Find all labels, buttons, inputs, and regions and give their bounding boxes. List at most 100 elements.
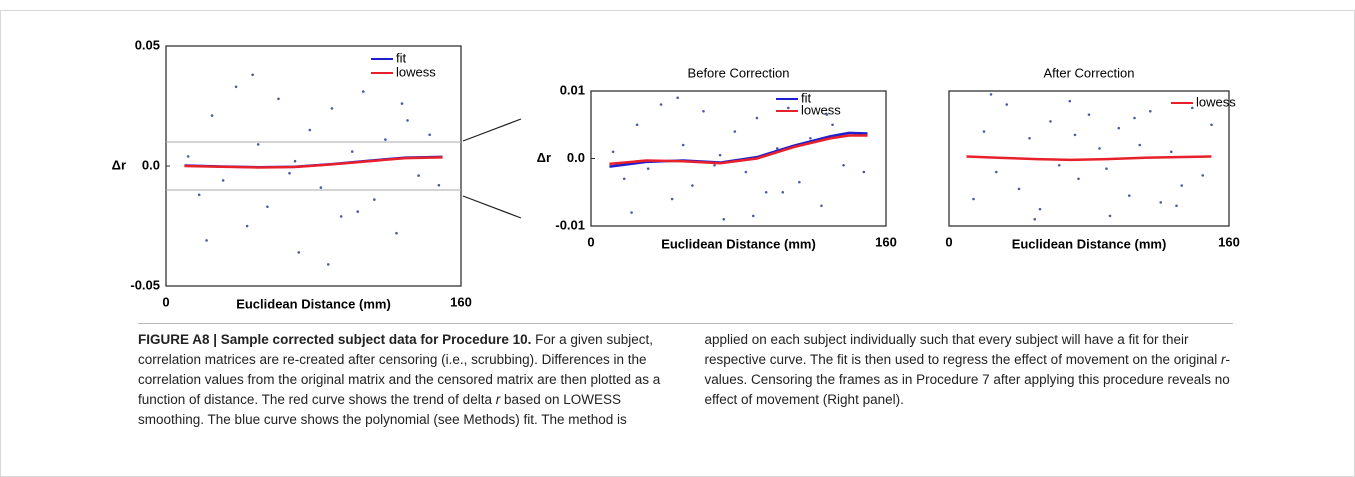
scatter-point bbox=[1005, 103, 1009, 106]
scatter-point bbox=[733, 130, 737, 133]
panel-title: After Correction bbox=[1043, 65, 1134, 80]
y-tick-label: -0.05 bbox=[130, 277, 160, 292]
scatter-point bbox=[1201, 174, 1205, 177]
scatter-point bbox=[428, 133, 431, 137]
scatter-point bbox=[221, 179, 225, 182]
x-axis-label: Euclidean Distance (mm) bbox=[1012, 236, 1167, 251]
scatter-point bbox=[210, 114, 214, 117]
scatter-point bbox=[751, 214, 755, 218]
caption-text: based on LOWESS smoothing. The blue curv… bbox=[138, 332, 1222, 427]
scatter-point bbox=[1057, 163, 1061, 167]
legend-label: lowess bbox=[396, 64, 436, 79]
caption-text: For a given subject, correlation matrice… bbox=[138, 332, 661, 407]
scatter-point bbox=[659, 103, 663, 106]
scatter-point bbox=[825, 113, 829, 116]
scatter-point bbox=[744, 170, 748, 174]
scatter-point bbox=[775, 147, 779, 150]
x-tick-label: 0 bbox=[945, 234, 952, 249]
scatter-point bbox=[611, 150, 615, 154]
scatter-point bbox=[1127, 194, 1131, 197]
scatter-point bbox=[350, 150, 354, 153]
scatter-point bbox=[417, 174, 420, 177]
scatter-point bbox=[1028, 136, 1031, 140]
scatter-point bbox=[326, 263, 330, 266]
scatter-point bbox=[702, 109, 705, 113]
scatter-point bbox=[670, 197, 674, 201]
scatter-point bbox=[809, 136, 812, 140]
scatter-point bbox=[288, 171, 291, 175]
scatter-point bbox=[1068, 99, 1072, 103]
scatter-point bbox=[1190, 106, 1194, 110]
legend-label: fit bbox=[801, 90, 812, 105]
scatter-point bbox=[400, 102, 404, 105]
x-axis-label: Euclidean Distance (mm) bbox=[661, 236, 816, 251]
legend-label: lowess bbox=[1196, 94, 1236, 109]
scatter-point bbox=[1169, 150, 1173, 154]
y-tick-label: -0.01 bbox=[555, 217, 585, 232]
scatter-point bbox=[308, 128, 312, 132]
scatter-point bbox=[256, 143, 260, 146]
caption: FIGURE A8 | Sample corrected subject dat… bbox=[138, 323, 1233, 430]
scatter-point bbox=[1148, 109, 1152, 113]
scatter-point bbox=[646, 167, 650, 170]
scatter-point bbox=[373, 198, 376, 201]
scatter-point bbox=[245, 224, 249, 228]
scatter-point bbox=[1087, 113, 1091, 116]
scatter-point bbox=[186, 155, 190, 158]
caption-text: r bbox=[1221, 352, 1226, 367]
scatter-point bbox=[635, 123, 639, 127]
x-tick-label: 160 bbox=[450, 294, 472, 309]
scatter-point bbox=[972, 197, 975, 201]
plot-frame bbox=[948, 90, 1230, 227]
scatter-point bbox=[1138, 143, 1142, 147]
scatter-point bbox=[1077, 177, 1080, 181]
curve bbox=[609, 134, 868, 166]
y-tick-label: 0.01 bbox=[560, 82, 585, 97]
scatter-point bbox=[1117, 126, 1121, 130]
scatter-point bbox=[831, 123, 834, 127]
scatter-point bbox=[361, 90, 365, 93]
y-axis-label: Δr bbox=[537, 150, 551, 165]
scatter-point bbox=[205, 239, 208, 242]
scatter-point bbox=[691, 184, 694, 187]
scatter-point bbox=[437, 183, 441, 187]
x-tick-label: 0 bbox=[587, 234, 594, 249]
scatter-point bbox=[197, 193, 201, 197]
scatter-point bbox=[781, 190, 785, 194]
scatter-point bbox=[406, 119, 409, 122]
scatter-point bbox=[722, 217, 726, 221]
caption-title: FIGURE A8 | Sample corrected subject dat… bbox=[138, 332, 532, 347]
scatter-point bbox=[234, 85, 238, 89]
scatter-point bbox=[713, 163, 716, 167]
y-tick-label: 0.0 bbox=[567, 150, 585, 165]
scatter-point bbox=[1049, 120, 1052, 123]
legend-label: fit bbox=[396, 50, 407, 65]
scatter-point bbox=[293, 159, 297, 163]
scatter-point bbox=[319, 186, 323, 189]
scatter-point bbox=[1159, 201, 1163, 204]
x-tick-label: 0 bbox=[162, 294, 169, 309]
scatter-point bbox=[820, 204, 823, 208]
scatter-point bbox=[786, 106, 790, 110]
scatter-point bbox=[676, 96, 679, 100]
curve bbox=[184, 156, 443, 169]
x-tick-label: 160 bbox=[875, 234, 897, 249]
panel-title: Before Correction bbox=[688, 65, 790, 80]
x-tick-label: 160 bbox=[1218, 234, 1240, 249]
scatter-point bbox=[1180, 184, 1184, 187]
scatter-point bbox=[798, 180, 801, 184]
scatter-point bbox=[1175, 204, 1178, 208]
scatter-point bbox=[1033, 217, 1037, 221]
scatter-point bbox=[681, 143, 685, 147]
legend-label: lowess bbox=[801, 102, 841, 117]
scatter-point bbox=[1210, 123, 1213, 127]
scatter-point bbox=[982, 130, 986, 133]
scatter-point bbox=[764, 190, 768, 194]
scatter-point bbox=[266, 205, 269, 209]
scatter-point bbox=[395, 231, 398, 235]
scatter-point bbox=[1108, 214, 1112, 218]
zoom-connector bbox=[462, 195, 522, 219]
y-tick-label: 0.0 bbox=[142, 157, 160, 172]
scatter-point bbox=[384, 138, 387, 141]
caption-text: -values. Censoring the frames as in Proc… bbox=[704, 352, 1231, 407]
